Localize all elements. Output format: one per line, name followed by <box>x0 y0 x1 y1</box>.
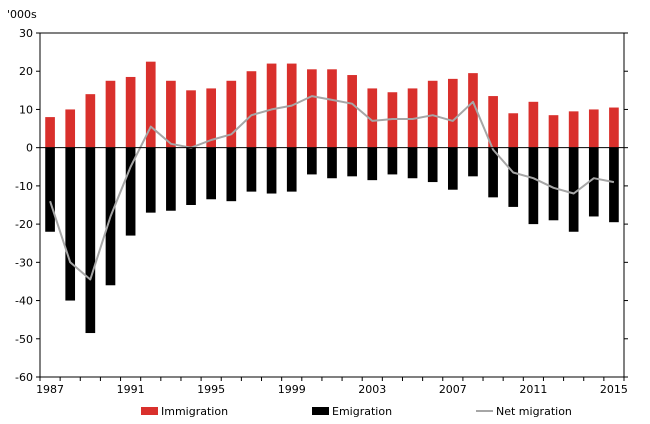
emigration-bar-1992 <box>145 147 156 213</box>
y-tick-label: 20 <box>19 65 33 78</box>
immigration-bar-2014 <box>588 109 599 148</box>
immigration-bar-2003 <box>367 88 378 148</box>
x-tick-label: 2015 <box>600 383 628 396</box>
legend-label-net-migration: Net migration <box>496 405 572 418</box>
immigration-bar-1996 <box>226 80 237 148</box>
immigration-bar-1991 <box>125 76 136 148</box>
emigration-bar-2004 <box>387 147 398 175</box>
emigration-bar-1991 <box>125 147 136 236</box>
x-tick-label: 1991 <box>117 383 145 396</box>
x-tick-label: 1999 <box>278 383 306 396</box>
x-tick-label: 2011 <box>519 383 547 396</box>
y-tick-label: 10 <box>19 103 33 116</box>
y-tick-label: -40 <box>15 295 33 308</box>
y-tick-label: -20 <box>15 218 33 231</box>
emigration-bar-1989 <box>85 147 96 334</box>
y-tick-label: -30 <box>15 256 33 269</box>
immigration-bar-2000 <box>307 69 317 148</box>
immigration-bar-1988 <box>65 109 76 148</box>
immigration-bar-1994 <box>186 90 196 148</box>
emigration-bar-2001 <box>327 147 337 179</box>
emigration-bar-1997 <box>246 147 257 192</box>
immigration-bar-2007 <box>447 78 458 148</box>
immigration-bar-2011 <box>528 101 539 148</box>
y-tick-label: -60 <box>15 371 33 384</box>
immigration-bar-2001 <box>327 69 337 148</box>
emigration-bar-2002 <box>347 147 357 177</box>
emigration-bar-1994 <box>186 147 196 205</box>
emigration-bar-1987 <box>45 147 55 232</box>
x-tick-label: 2007 <box>439 383 467 396</box>
emigration-bar-2003 <box>367 147 378 181</box>
immigration-bar-1993 <box>166 80 176 148</box>
emigration-bar-2013 <box>568 147 579 232</box>
emigration-bar-1993 <box>166 147 176 211</box>
emigration-bar-2007 <box>447 147 458 190</box>
emigration-bar-2010 <box>508 147 519 207</box>
emigration-bar-1988 <box>65 147 76 301</box>
emigration-bar-2006 <box>427 147 438 183</box>
net-migration-line <box>49 95 615 281</box>
emigration-bar-1998 <box>266 147 277 194</box>
y-tick-label: -10 <box>15 180 33 193</box>
legend-swatch-emigration <box>312 407 329 415</box>
emigration-bar-2009 <box>488 147 498 198</box>
y-tick-label: 0 <box>26 142 33 155</box>
immigration-bar-1992 <box>145 61 156 148</box>
immigration-bar-1989 <box>85 94 96 148</box>
plot-area-border <box>39 32 625 378</box>
emigration-bar-2015 <box>609 147 619 223</box>
emigration-bar-2008 <box>468 147 478 177</box>
emigration-bar-1999 <box>286 147 297 192</box>
emigration-bar-1995 <box>206 147 217 200</box>
legend-swatch-immigration <box>141 407 158 415</box>
emigration-bar-2000 <box>307 147 317 175</box>
immigration-bar-1997 <box>246 71 257 148</box>
x-tick-label: 2003 <box>358 383 386 396</box>
immigration-bar-2015 <box>609 107 619 148</box>
immigration-bar-1987 <box>45 117 55 148</box>
emigration-bar-1996 <box>226 147 237 202</box>
immigration-bar-2013 <box>568 111 579 148</box>
emigration-bar-2014 <box>588 147 599 217</box>
x-tick-label: 1987 <box>36 383 64 396</box>
y-tick-label: -50 <box>15 333 33 346</box>
immigration-bar-1990 <box>105 80 116 148</box>
x-tick-label: 1995 <box>197 383 225 396</box>
legend-label-emigration: Emigration <box>332 405 392 418</box>
immigration-bar-2012 <box>548 115 559 148</box>
immigration-bar-1995 <box>206 88 217 148</box>
legend-label-immigration: Immigration <box>161 405 228 418</box>
y-unit-label: '000s <box>7 8 37 21</box>
immigration-bar-2008 <box>468 73 478 148</box>
immigration-bar-1998 <box>266 63 277 148</box>
immigration-bar-2009 <box>488 96 498 148</box>
emigration-bar-2011 <box>528 147 539 225</box>
emigration-bar-2005 <box>407 147 418 179</box>
immigration-bar-2002 <box>347 75 357 148</box>
y-tick-label: 30 <box>19 27 33 40</box>
emigration-bar-2012 <box>548 147 559 221</box>
immigration-bar-2010 <box>508 113 519 148</box>
